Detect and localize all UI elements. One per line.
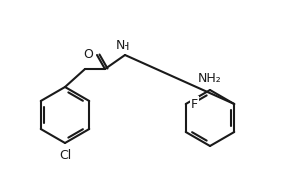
Text: N: N bbox=[115, 39, 125, 52]
Text: F: F bbox=[191, 97, 198, 111]
Text: H: H bbox=[121, 42, 129, 52]
Text: NH₂: NH₂ bbox=[198, 72, 222, 85]
Text: Cl: Cl bbox=[59, 149, 71, 162]
Text: O: O bbox=[83, 47, 93, 61]
